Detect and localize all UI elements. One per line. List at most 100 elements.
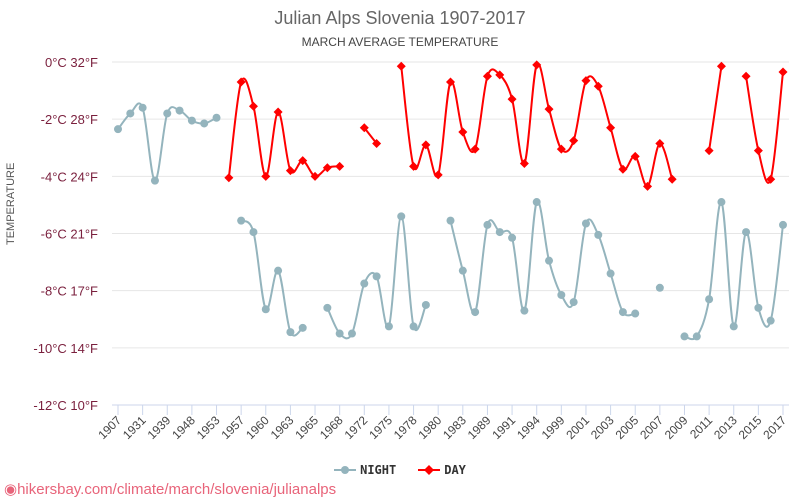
- night-data-point: [779, 220, 787, 229]
- day-series-line: [400, 62, 674, 188]
- night-data-point: [200, 119, 209, 128]
- night-data-point: [705, 295, 714, 304]
- x-tick-label: 1907: [95, 413, 124, 442]
- night-data-point: [495, 228, 504, 237]
- night-data-point: [150, 176, 159, 185]
- night-data-point: [335, 329, 344, 338]
- y-tick-label: -6°C 21°F: [41, 227, 98, 242]
- day-data-point: [593, 81, 603, 91]
- day-data-point: [507, 94, 517, 104]
- x-tick-label: 1953: [194, 413, 223, 442]
- night-data-point: [729, 322, 738, 331]
- night-data-point: [581, 219, 590, 228]
- night-series-line: [326, 215, 427, 340]
- day-data-point: [630, 151, 640, 161]
- night-data-point: [483, 220, 492, 229]
- night-data-point: [323, 303, 332, 312]
- x-tick-label: 1957: [218, 413, 247, 442]
- x-tick-label: 1980: [416, 413, 445, 442]
- x-tick-label: 1978: [391, 413, 420, 442]
- x-tick-label: 2007: [637, 413, 666, 442]
- x-tick-label: 1968: [317, 413, 346, 442]
- night-data-point: [569, 298, 578, 307]
- night-series-line: [449, 200, 636, 317]
- night-data-point: [114, 125, 122, 134]
- x-tick-label: 1939: [145, 413, 174, 442]
- y-tick-label: 0°C 32°F: [45, 55, 98, 70]
- night-data-point: [680, 332, 689, 341]
- x-tick-label: 2005: [613, 413, 642, 442]
- night-data-point: [237, 216, 246, 225]
- night-data-point: [175, 106, 184, 115]
- day-data-point: [458, 127, 468, 137]
- day-data-point: [273, 107, 283, 117]
- day-data-point: [753, 146, 763, 156]
- x-tick-label: 1960: [243, 413, 272, 442]
- day-data-point: [519, 158, 529, 168]
- x-tick-label: 2001: [563, 413, 592, 442]
- day-data-point: [433, 170, 443, 180]
- day-series-line: [745, 71, 784, 184]
- day-data-point: [359, 123, 369, 133]
- night-data-point: [372, 272, 381, 281]
- night-data-point: [594, 230, 603, 239]
- map-pin-icon: ◉: [4, 481, 18, 498]
- day-line-icon: [418, 465, 441, 475]
- day-data-point: [704, 146, 714, 156]
- night-data-point: [717, 198, 726, 207]
- night-data-point: [766, 316, 775, 325]
- legend-label-night: NIGHT: [360, 463, 397, 477]
- day-data-point: [421, 140, 431, 150]
- night-data-point: [557, 290, 566, 299]
- day-data-point: [482, 71, 492, 81]
- x-tick-label: 1931: [120, 413, 149, 442]
- night-data-point: [409, 322, 418, 331]
- night-data-point: [532, 198, 541, 207]
- x-tick-label: 1972: [342, 413, 371, 442]
- day-data-point: [285, 166, 295, 176]
- x-tick-label: 1983: [440, 413, 469, 442]
- night-data-point: [212, 113, 221, 122]
- night-data-point: [286, 328, 295, 337]
- y-tick-label: -8°C 17°F: [41, 284, 98, 299]
- legend-label-day: DAY: [444, 463, 466, 477]
- legend-item-night[interactable]: NIGHT: [334, 463, 396, 477]
- x-tick-label: 2003: [588, 413, 617, 442]
- day-data-point: [532, 60, 542, 70]
- day-data-point: [741, 71, 751, 81]
- x-tick-label: 1989: [465, 413, 494, 442]
- night-data-point: [655, 283, 664, 292]
- night-data-point: [347, 329, 356, 338]
- night-data-point: [754, 303, 763, 312]
- day-data-point: [495, 70, 505, 80]
- watermark-text: hikersbay.com/climate/march/slovenia/jul…: [17, 481, 337, 498]
- x-tick-label: 2009: [662, 413, 691, 442]
- night-data-point: [508, 233, 517, 242]
- watermark-link[interactable]: ◉hikersbay.com/climate/march/slovenia/ju…: [4, 480, 336, 498]
- day-data-point: [248, 101, 258, 111]
- night-data-point: [471, 308, 480, 317]
- day-series-line: [708, 66, 723, 151]
- day-data-point: [224, 173, 234, 183]
- day-data-point: [396, 61, 406, 71]
- night-data-point: [187, 116, 196, 125]
- night-data-point: [606, 269, 615, 278]
- x-tick-label: 2017: [760, 413, 789, 442]
- night-data-point: [261, 305, 270, 314]
- day-data-point: [667, 174, 677, 184]
- day-data-point: [261, 171, 271, 181]
- night-line-icon: [334, 466, 357, 474]
- x-tick-label: 1994: [514, 413, 543, 442]
- night-data-point: [520, 306, 529, 315]
- day-data-point: [606, 123, 616, 133]
- night-data-point: [545, 256, 554, 265]
- night-data-point: [421, 300, 430, 309]
- night-data-point: [138, 103, 147, 112]
- legend-item-day[interactable]: DAY: [418, 463, 466, 477]
- night-data-point: [274, 266, 283, 275]
- night-data-point: [742, 228, 751, 237]
- day-series-line: [227, 77, 340, 178]
- day-data-point: [766, 174, 776, 184]
